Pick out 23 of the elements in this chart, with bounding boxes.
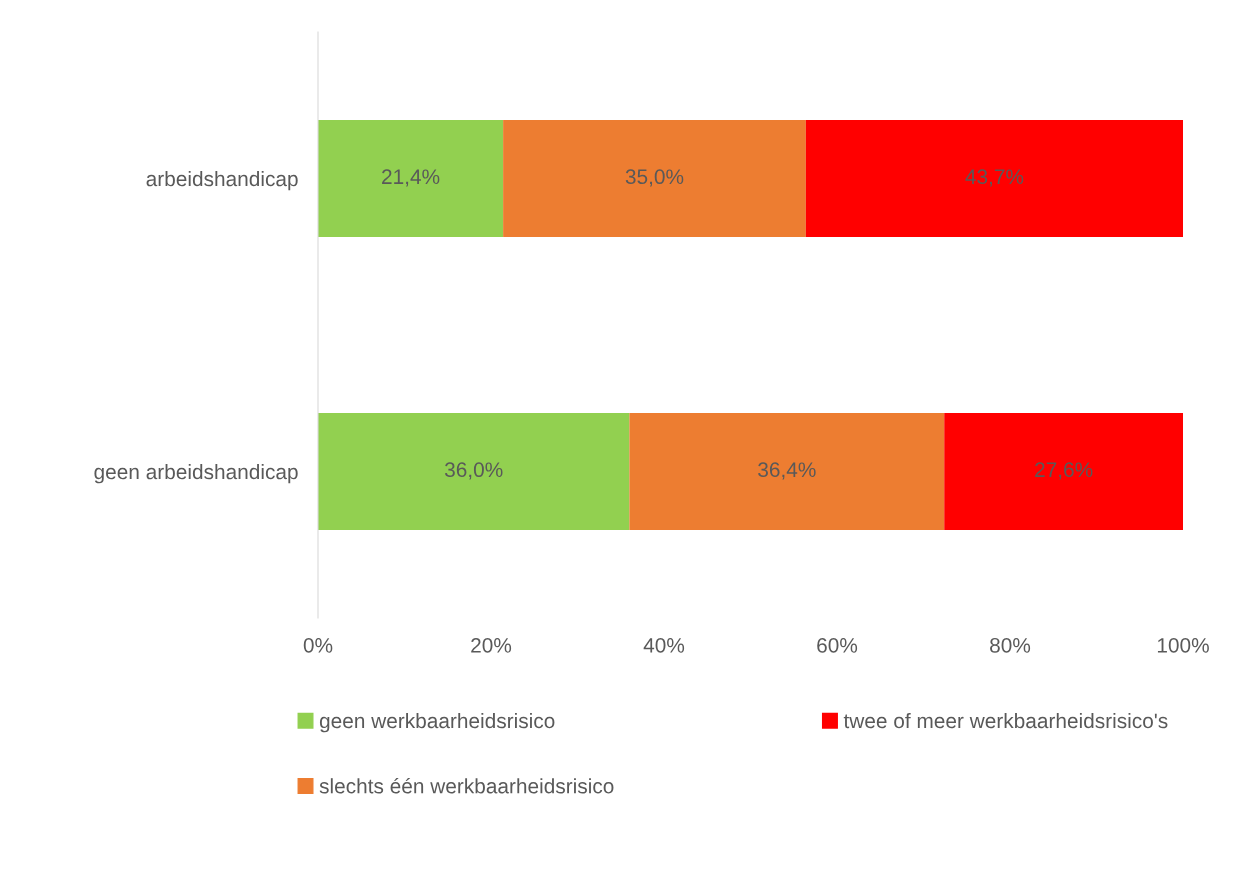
legend-label: geen werkbaarheidsrisico (319, 712, 555, 733)
bar (318, 119, 504, 238)
bar (944, 412, 1183, 531)
data-label: 27,6% (1035, 462, 1093, 480)
data-label: 21,4% (382, 169, 440, 187)
bar (318, 412, 630, 531)
bar (503, 119, 806, 238)
legend-label: slechts één werkbaarheidsrisico (319, 777, 614, 794)
x-tick-label: 40% (643, 637, 685, 653)
bar (805, 119, 1183, 238)
legend-label: twee of meer werkbaarheidsrisico's (843, 712, 1168, 729)
bar (629, 412, 945, 531)
data-label: 36,4% (758, 462, 816, 480)
x-tick-label: 60% (817, 637, 858, 653)
y-tick-label: geen arbeidshandicap (94, 463, 298, 484)
data-label: 36,0% (444, 462, 503, 480)
data-label: 43,7% (965, 169, 1024, 187)
y-tick-label: arbeidshandicap (146, 170, 298, 191)
data-label: 35,0% (625, 169, 684, 187)
x-tick-label: 20% (471, 637, 512, 653)
x-tick-label: 0% (303, 637, 333, 653)
x-tick-label: 80% (990, 637, 1031, 653)
x-tick-label: 100% (1157, 637, 1209, 653)
